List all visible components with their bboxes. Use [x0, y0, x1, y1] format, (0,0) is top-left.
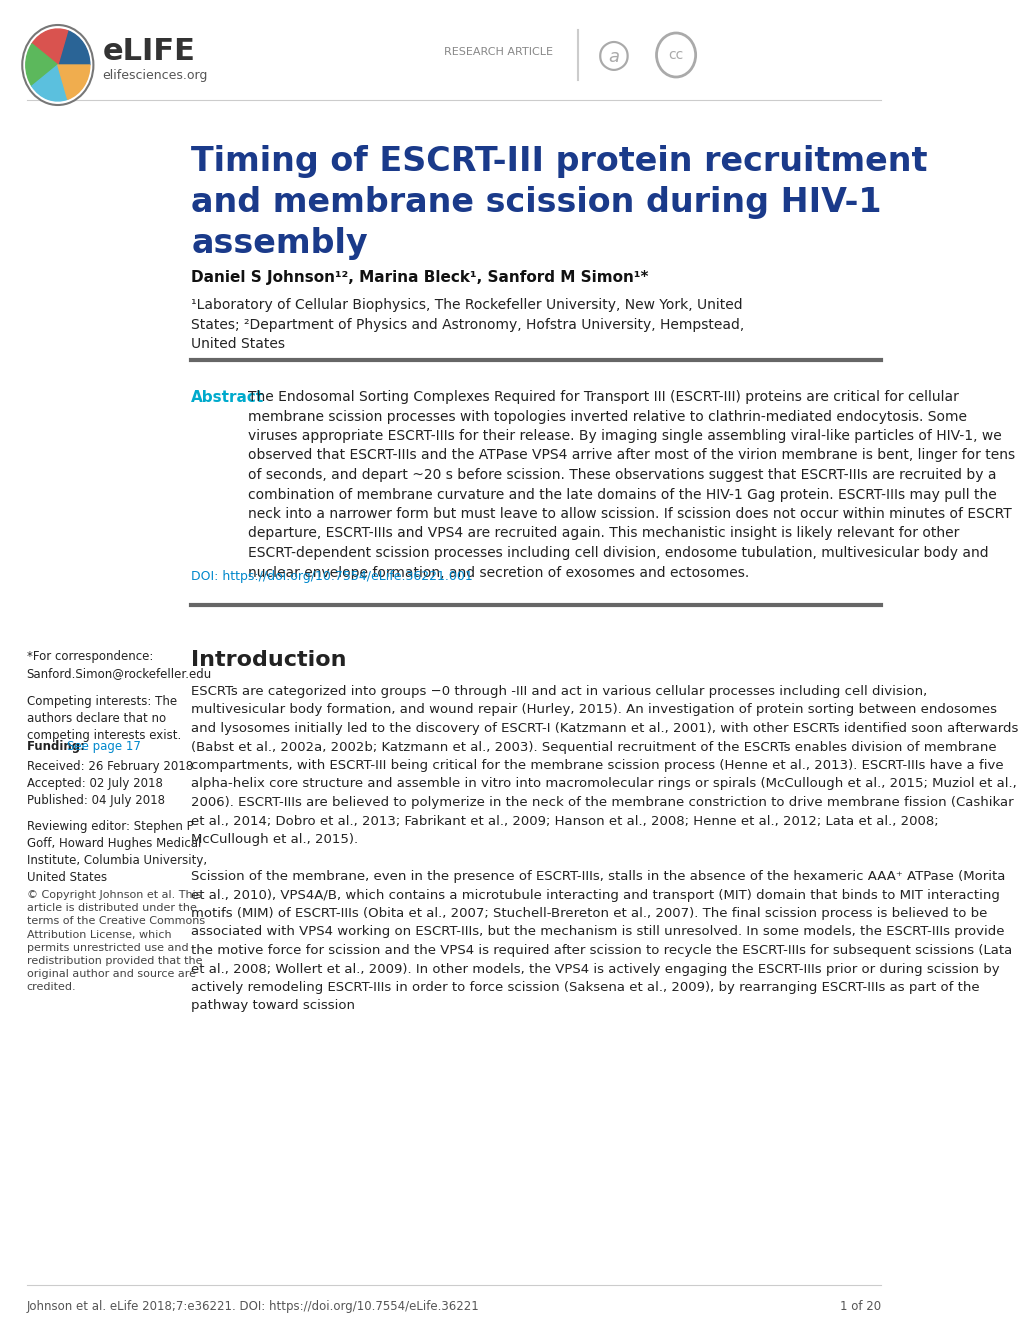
- Text: The Endosomal Sorting Complexes Required for Transport III (ESCRT-III) proteins : The Endosomal Sorting Complexes Required…: [248, 389, 1014, 579]
- Text: a: a: [607, 48, 619, 66]
- Text: Daniel S Johnson¹², Marina Bleck¹, Sanford M Simon¹*: Daniel S Johnson¹², Marina Bleck¹, Sanfo…: [192, 271, 648, 285]
- Text: Reviewing editor: Stephen P
Goff, Howard Hughes Medical
Institute, Columbia Univ: Reviewing editor: Stephen P Goff, Howard…: [26, 820, 207, 884]
- Text: eLIFE: eLIFE: [102, 37, 195, 66]
- Text: cc: cc: [667, 48, 683, 62]
- Text: elifesciences.org: elifesciences.org: [102, 69, 208, 82]
- Text: RESEARCH ARTICLE: RESEARCH ARTICLE: [443, 48, 552, 57]
- Text: ¹Laboratory of Cellular Biophysics, The Rockefeller University, New York, United: ¹Laboratory of Cellular Biophysics, The …: [192, 298, 744, 351]
- Text: ESCRTs are categorized into groups −0 through -III and act in various cellular p: ESCRTs are categorized into groups −0 th…: [192, 685, 1018, 1012]
- Text: Johnson et al. eLife 2018;7:e36221. DOI: https://doi.org/10.7554/eLife.36221: Johnson et al. eLife 2018;7:e36221. DOI:…: [26, 1300, 479, 1313]
- Text: 1 of 20: 1 of 20: [839, 1300, 879, 1313]
- Wedge shape: [58, 30, 90, 65]
- Wedge shape: [32, 29, 67, 65]
- Wedge shape: [58, 65, 90, 99]
- Text: DOI: https://doi.org/10.7554/eLife.36221.001: DOI: https://doi.org/10.7554/eLife.36221…: [192, 570, 473, 583]
- Text: Introduction: Introduction: [192, 649, 346, 671]
- Text: See page 17: See page 17: [66, 741, 141, 752]
- Text: Received: 26 February 2018
Accepted: 02 July 2018
Published: 04 July 2018: Received: 26 February 2018 Accepted: 02 …: [26, 760, 193, 807]
- Text: Timing of ESCRT-III protein recruitment
and membrane scission during HIV-1
assem: Timing of ESCRT-III protein recruitment …: [192, 145, 927, 260]
- Text: ○: ○: [596, 36, 630, 74]
- Text: *For correspondence:
Sanford.Simon@rockefeller.edu: *For correspondence: Sanford.Simon@rocke…: [26, 649, 212, 680]
- Text: Abstract: Abstract: [192, 389, 264, 405]
- Text: Competing interests: The
authors declare that no
competing interests exist.: Competing interests: The authors declare…: [26, 696, 180, 742]
- Wedge shape: [25, 44, 58, 86]
- Text: © Copyright Johnson et al. This
article is distributed under the
terms of the Cr: © Copyright Johnson et al. This article …: [26, 890, 205, 993]
- Text: Funding:: Funding:: [26, 741, 89, 752]
- Wedge shape: [32, 65, 67, 102]
- Ellipse shape: [22, 25, 94, 106]
